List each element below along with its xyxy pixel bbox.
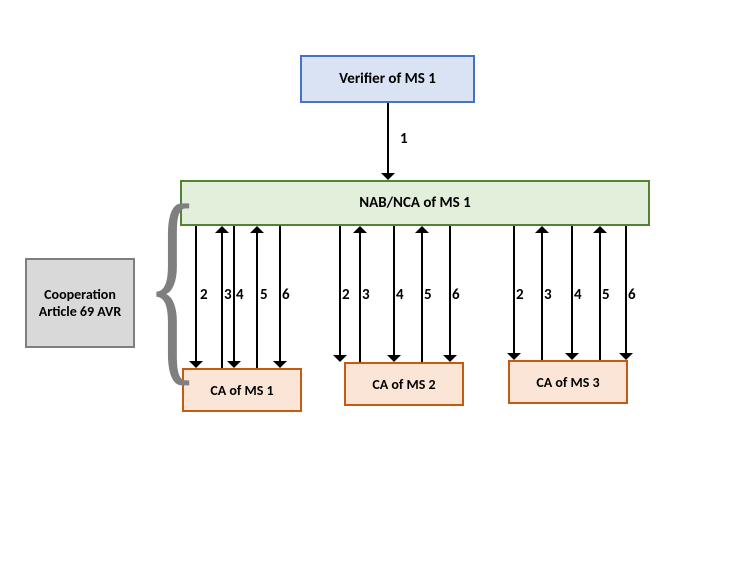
- node-nab-nca-label: NAB/NCA of MS 1: [359, 194, 471, 212]
- edge-label: 3: [224, 286, 232, 304]
- edge-label: 6: [282, 286, 290, 304]
- node-verifier-label: Verifier of MS 1: [339, 70, 436, 88]
- edge-label: 2: [516, 286, 524, 304]
- node-ca-ms3: CA of MS 3: [508, 360, 628, 404]
- node-cooperation: Cooperation Article 69 AVR: [25, 258, 135, 348]
- node-ca-ms1-label: CA of MS 1: [210, 382, 273, 399]
- edge-label: 4: [574, 286, 582, 304]
- curly-brace-icon: {: [146, 172, 199, 392]
- node-ca-ms3-label: CA of MS 3: [536, 374, 599, 391]
- node-ca-ms2: CA of MS 2: [344, 362, 464, 406]
- node-cooperation-label: Cooperation Article 69 AVR: [27, 286, 133, 320]
- edge-label: 6: [628, 286, 636, 304]
- node-ca-ms1: CA of MS 1: [182, 368, 302, 412]
- edge-label: 6: [452, 286, 460, 304]
- edge-label: 2: [200, 286, 208, 304]
- edge-label: 5: [260, 286, 268, 304]
- edge-label: 1: [400, 130, 408, 148]
- edge-label: 5: [424, 286, 432, 304]
- node-ca-ms2-label: CA of MS 2: [372, 376, 435, 393]
- edge-label: 4: [396, 286, 404, 304]
- edge-label: 3: [362, 286, 370, 304]
- node-nab-nca: NAB/NCA of MS 1: [180, 180, 650, 226]
- edge-label: 3: [544, 286, 552, 304]
- node-verifier: Verifier of MS 1: [300, 55, 475, 103]
- edge-label: 5: [602, 286, 610, 304]
- edge-label: 4: [236, 286, 244, 304]
- edge-label: 2: [342, 286, 350, 304]
